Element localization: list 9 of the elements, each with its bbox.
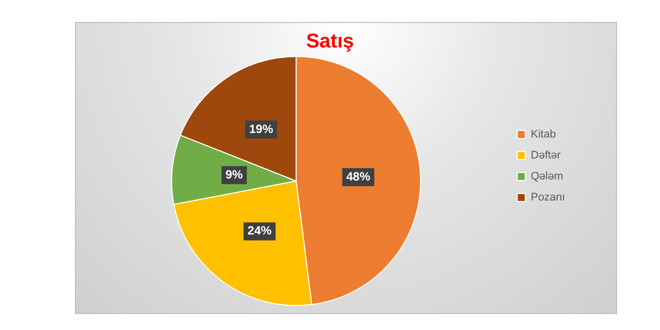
chart-title: Satış: [306, 30, 354, 53]
legend-label: Qələm: [530, 170, 564, 183]
legend-label: Kitab: [530, 128, 556, 141]
data-label: 19%: [249, 122, 274, 136]
legend-label: Dəftər: [530, 150, 562, 162]
legend-label: Pozanı: [530, 192, 566, 204]
data-label: 48%: [346, 169, 371, 184]
data-label: 9%: [225, 167, 244, 182]
data-label: 24%: [248, 224, 272, 238]
